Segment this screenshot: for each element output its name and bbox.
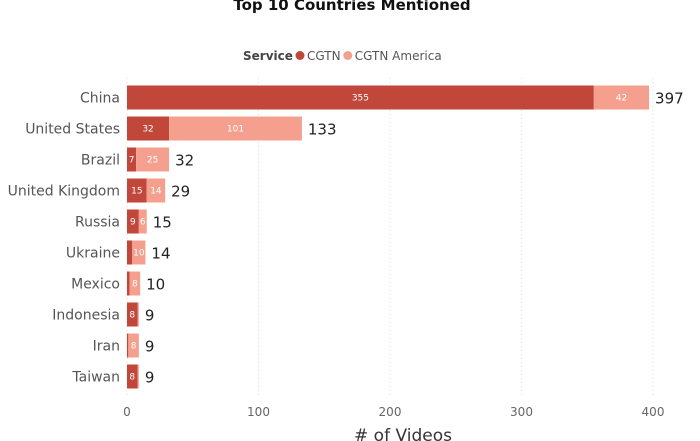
- bar-cgtn-america: [593, 85, 650, 110]
- bar-cgtn: [127, 333, 129, 358]
- bar-cgtn-america: [137, 364, 139, 389]
- segment-value-label: 8: [131, 342, 137, 352]
- bar-cgtn: [127, 116, 170, 141]
- category-label: United States: [25, 122, 120, 138]
- total-label: 397: [655, 90, 684, 108]
- x-tick-label: 100: [247, 405, 270, 419]
- bar-cgtn-america: [128, 333, 139, 358]
- legend: Service CGTN CGTN America: [243, 49, 442, 63]
- bar-cgtn-america: [146, 178, 166, 203]
- bar-cgtn-america: [136, 147, 170, 172]
- bar-cgtn: [127, 85, 594, 110]
- total-label: 29: [171, 183, 190, 201]
- category-label: Indonesia: [52, 308, 120, 324]
- bar-cgtn-america: [137, 302, 139, 327]
- segment-value-label: 32: [142, 125, 153, 135]
- bar-cgtn-america: [132, 240, 146, 265]
- legend-marker-2: [343, 51, 353, 60]
- x-axis-title: # of Videos: [354, 426, 452, 441]
- bars: [127, 85, 650, 389]
- bar-cgtn: [127, 209, 139, 234]
- category-label: Mexico: [71, 277, 120, 293]
- bar-cgtn: [127, 302, 138, 327]
- total-label: 15: [153, 214, 172, 232]
- segment-value-label: 8: [132, 280, 138, 290]
- bar-cgtn: [127, 147, 137, 172]
- bar-cgtn-america: [169, 116, 302, 141]
- segment-value-label: 101: [227, 125, 244, 135]
- segment-value-label: 42: [616, 94, 627, 104]
- legend-entry-1: CGTN: [307, 49, 341, 63]
- category-label: Iran: [93, 339, 120, 355]
- segment-value-label: 7: [129, 156, 135, 166]
- category-label: Russia: [75, 215, 120, 231]
- total-label: 9: [145, 369, 155, 387]
- segment-value-label: 8: [129, 373, 135, 383]
- x-tick-label: 0: [123, 405, 131, 419]
- gridlines: [126, 78, 654, 398]
- legend-marker-1: [295, 51, 305, 60]
- x-tick-label: 200: [379, 405, 402, 419]
- bar-cgtn-america: [129, 271, 141, 296]
- bar-cgtn: [127, 178, 147, 203]
- total-label: 133: [308, 121, 337, 139]
- chart-title: Top 10 Countries Mentioned: [233, 0, 470, 14]
- x-tick-label: 300: [510, 405, 533, 419]
- category-label: United Kingdom: [8, 184, 120, 200]
- total-label: 10: [146, 276, 165, 294]
- segment-value-label: 9: [130, 218, 136, 228]
- total-label: 14: [151, 245, 170, 263]
- legend-entry-2: CGTN America: [355, 49, 442, 63]
- segment-value-label: 14: [150, 187, 162, 197]
- segment-value-label: 355: [352, 94, 369, 104]
- total-label: 32: [175, 152, 194, 170]
- total-label: 9: [145, 307, 155, 325]
- category-label: Taiwan: [71, 370, 120, 386]
- total-label: 9: [145, 338, 155, 356]
- bar-cgtn: [127, 364, 138, 389]
- bar-cgtn-america: [138, 209, 147, 234]
- category-label: Ukraine: [66, 246, 120, 262]
- bar-cgtn: [127, 240, 133, 265]
- bar-cgtn: [127, 271, 130, 296]
- legend-title: Service: [243, 49, 293, 63]
- x-tick-label: 400: [642, 405, 665, 419]
- category-label: Brazil: [81, 153, 120, 169]
- segment-value-label: 25: [147, 156, 158, 166]
- segment-value-label: 15: [131, 187, 142, 197]
- segment-value-label: 10: [133, 249, 145, 259]
- segment-value-label: 6: [140, 218, 146, 228]
- category-label: China: [80, 91, 120, 107]
- segment-value-label: 8: [129, 311, 135, 321]
- labels: 0 100 200 300 400 China 355 42 397 United States 3…: [8, 90, 684, 420]
